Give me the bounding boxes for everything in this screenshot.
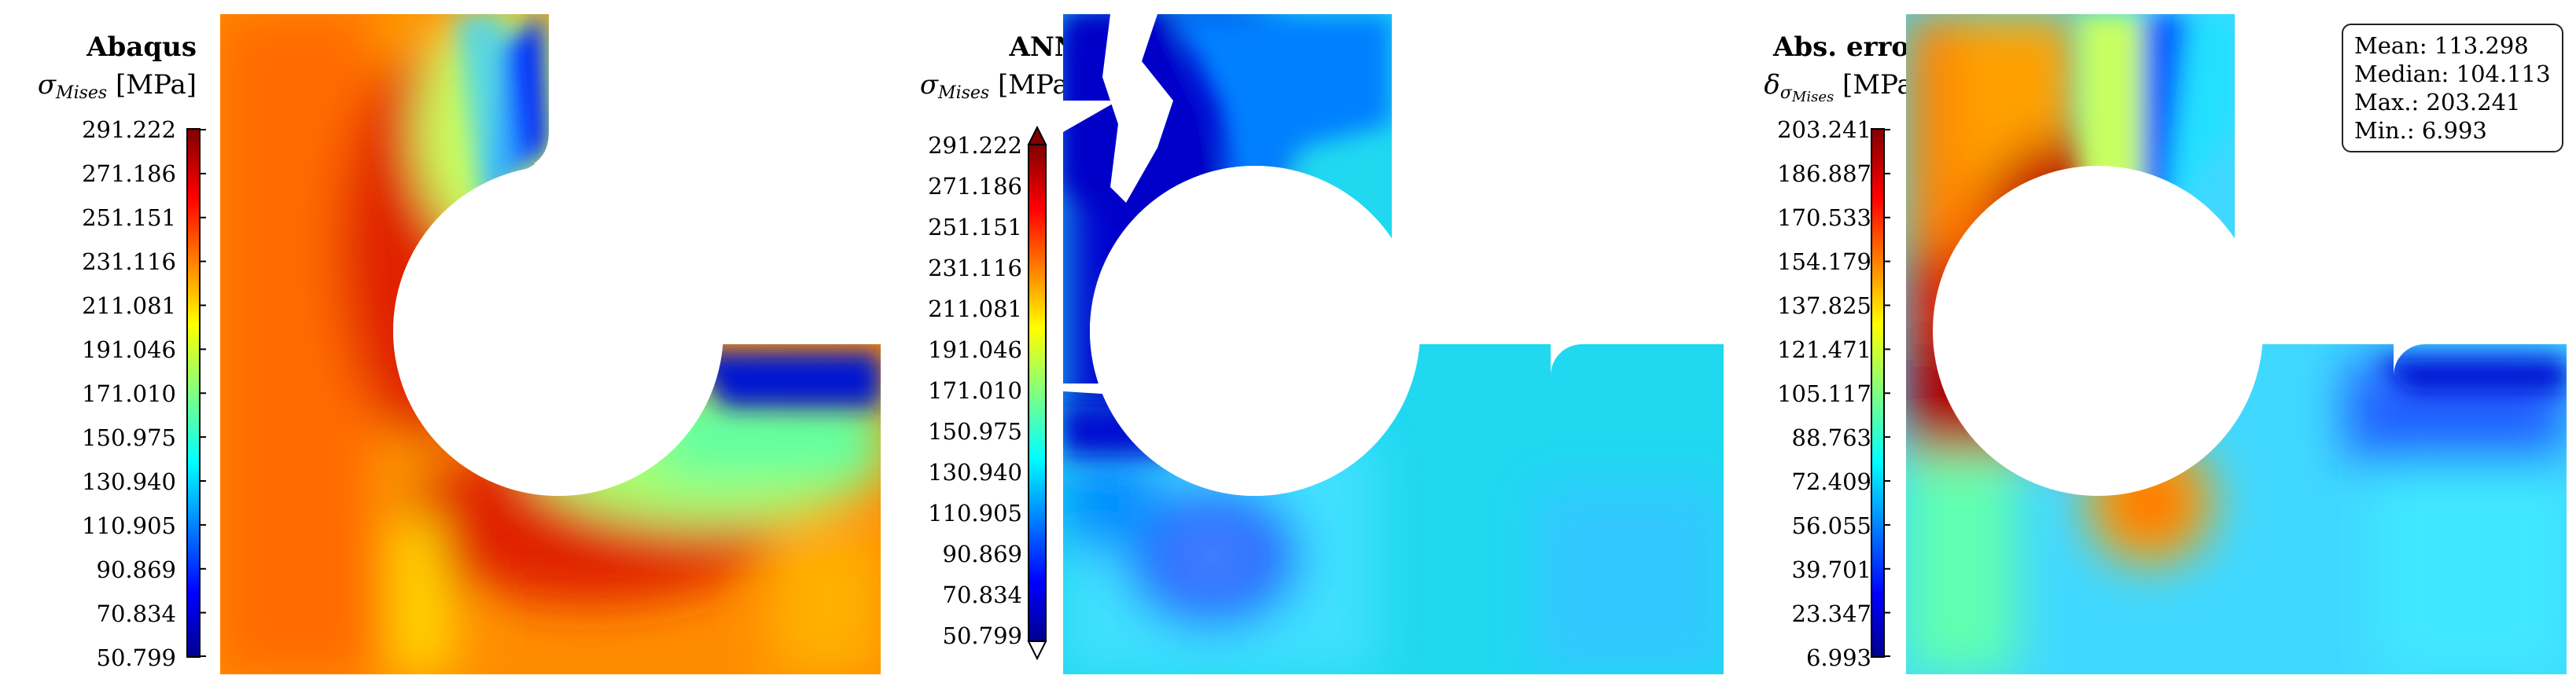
colorbar-tick: 191.046	[928, 336, 1022, 363]
quantity-symbol: σ	[919, 69, 939, 101]
colorbar-tick: 121.471	[1777, 336, 1871, 363]
colorbar-tick: 150.975	[82, 424, 176, 451]
quantity-label: δσMises [MPa]	[1764, 69, 1923, 105]
quantity-subscript: Mises	[56, 83, 108, 103]
colorbar-tick: 171.010	[82, 380, 176, 407]
quantity-label: σMises [MPa]	[38, 69, 197, 103]
stats-max: Max.: 203.241	[2354, 89, 2521, 116]
colorbar-tick: 251.151	[928, 214, 1022, 240]
panel-title: Abs. error	[1772, 31, 1923, 63]
colorbar-tick: 70.834	[96, 600, 176, 627]
quantity-subsymbol: σ	[1779, 83, 1792, 103]
colorbar-tick: 186.887	[1777, 160, 1871, 187]
stress-field-abaqus	[220, 14, 881, 674]
colorbar-tick: 23.347	[1791, 600, 1871, 627]
colorbar	[1871, 128, 1890, 658]
colorbar-tick: 90.869	[96, 556, 176, 583]
panel-title: Abaqus	[86, 31, 197, 63]
colorbar-tick: 130.940	[82, 468, 176, 495]
colorbar-tick: 105.117	[1777, 380, 1871, 407]
colorbar-tick: 271.186	[928, 173, 1022, 200]
stats-min: Min.: 6.993	[2354, 117, 2487, 144]
quantity-symbol: δ	[1764, 69, 1780, 101]
panel-abaqus: Abaqus σMises [MPa] 291.222 271.186 251.…	[0, 0, 881, 690]
panel-ann: ANN σMises [MPa] 291.222 271.186 251.151…	[881, 0, 1724, 690]
colorbar-tick: 291.222	[928, 132, 1022, 159]
colorbar-tick: 50.799	[942, 622, 1022, 649]
quantity-subscript: Mises	[1791, 89, 1834, 105]
colorbar-tick: 70.834	[942, 582, 1022, 608]
colorbar-tick: 203.241	[1777, 116, 1871, 143]
colorbar-tick: 110.905	[928, 500, 1022, 527]
colorbar-tick: 56.055	[1791, 512, 1871, 539]
quantity-unit: [MPa]	[116, 69, 197, 101]
colorbar-tick: 137.825	[1777, 292, 1871, 319]
colorbar-tick: 231.116	[82, 248, 176, 275]
quantity-label: σMises [MPa]	[920, 69, 1079, 103]
colorbar-tick: 130.940	[928, 459, 1022, 486]
colorbar-tick: 211.081	[82, 292, 176, 319]
colorbar-tick: 271.186	[82, 160, 176, 187]
colorbar-tick: 90.869	[942, 541, 1022, 567]
colorbar-tick: 72.409	[1791, 468, 1871, 495]
colorbar-tick: 6.993	[1805, 644, 1871, 671]
colorbar-tick: 231.116	[928, 255, 1022, 281]
colorbar-tick: 39.701	[1791, 556, 1871, 583]
stress-field-ann	[1063, 14, 1724, 674]
quantity-symbol: σ	[37, 69, 57, 101]
stats-mean: Mean: 113.298	[2354, 32, 2529, 59]
colorbar-tick: 170.533	[1777, 204, 1871, 231]
colorbar-tick: 251.151	[82, 204, 176, 231]
stats-box: Mean: 113.298 Median: 104.113 Max.: 203.…	[2342, 24, 2563, 152]
colorbar	[1027, 126, 1047, 660]
colorbar-tick: 88.763	[1791, 424, 1871, 451]
colorbar-tick: 50.799	[96, 644, 176, 671]
panel-abs-error: Abs. error δσMises [MPa] 203.241 186.887…	[1724, 0, 2576, 690]
colorbar-tick: 110.905	[82, 512, 176, 539]
colorbar-tick: 150.975	[928, 418, 1022, 445]
colorbar-tick: 154.179	[1777, 248, 1871, 275]
colorbar-tick: 171.010	[928, 377, 1022, 404]
stats-median: Median: 104.113	[2354, 61, 2551, 87]
colorbar-tick: 291.222	[82, 116, 176, 143]
quantity-subscript: Mises	[938, 83, 990, 103]
colorbar-tick: 211.081	[928, 295, 1022, 322]
colorbar	[186, 128, 206, 658]
colorbar-tick: 191.046	[82, 336, 176, 363]
